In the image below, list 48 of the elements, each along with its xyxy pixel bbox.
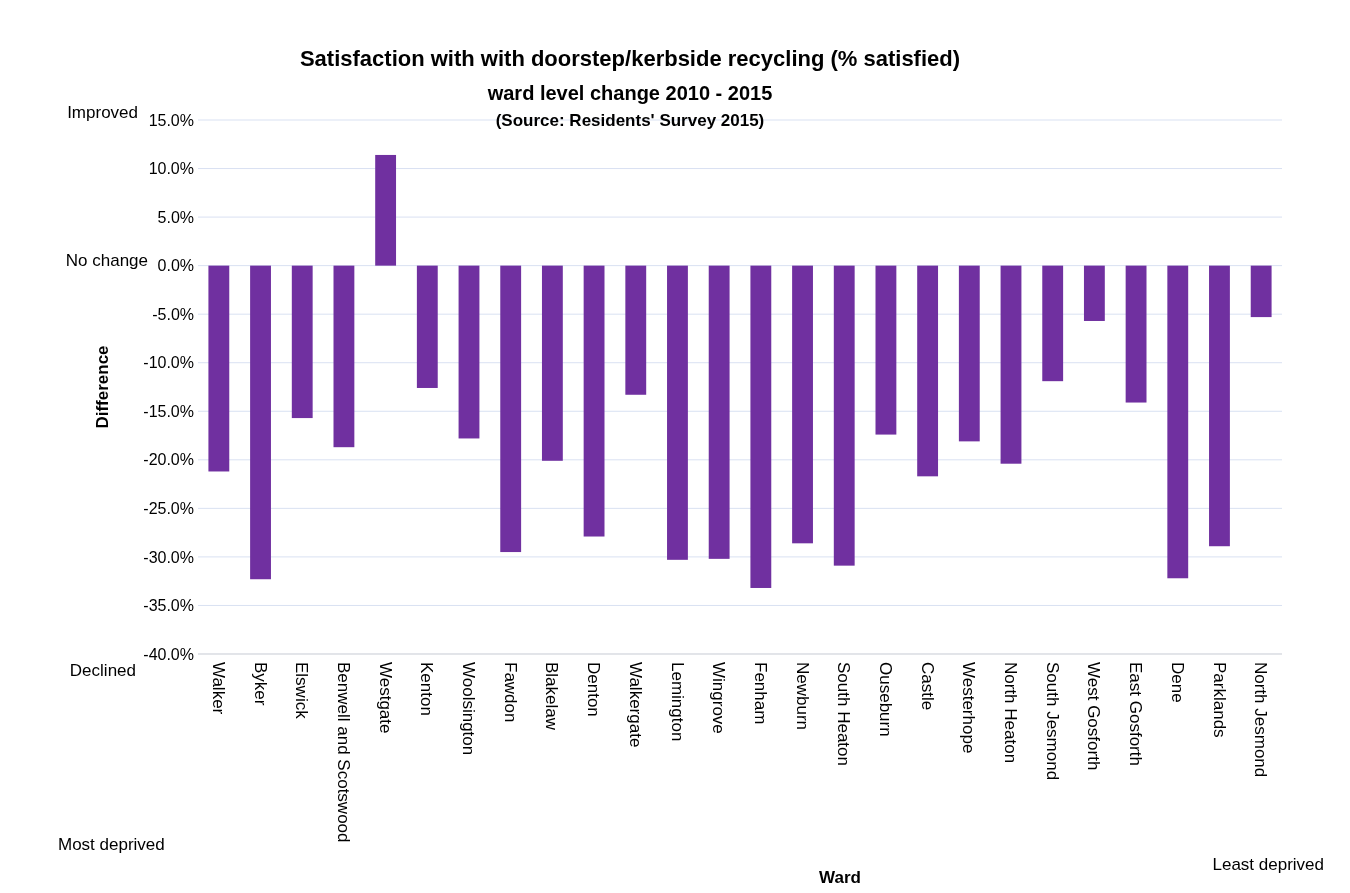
x-tick-label: Benwell and Scotswood bbox=[333, 662, 353, 843]
x-tick-label: Fenham bbox=[750, 662, 770, 725]
x-tick-label: Woolsington bbox=[459, 662, 479, 756]
x-tick-label: South Heaton bbox=[834, 662, 854, 766]
y-axis-title: Difference bbox=[93, 345, 112, 429]
x-tick-label: West Gosforth bbox=[1084, 662, 1104, 771]
x-tick-label: Fawdon bbox=[500, 662, 520, 723]
x-tick-label: Westgate bbox=[375, 662, 395, 734]
x-tick-label: Dene bbox=[1167, 662, 1187, 703]
x-tick-label: Castle bbox=[917, 662, 937, 711]
x-tick-label: Denton bbox=[584, 662, 604, 717]
y-tick-label: -35.0% bbox=[143, 597, 194, 615]
text: Most deprived bbox=[58, 835, 165, 854]
y-tick-label: 5.0% bbox=[157, 208, 194, 226]
x-tick-label: Westerhope bbox=[959, 662, 979, 754]
x-axis-title: Ward bbox=[819, 868, 861, 887]
y-tick-label: 10.0% bbox=[148, 160, 194, 178]
x-tick-label: Wingrove bbox=[709, 662, 729, 734]
x-tick-label: Elswick bbox=[292, 662, 312, 720]
y-tick-label: -5.0% bbox=[152, 305, 194, 323]
y-tick-label: -40.0% bbox=[143, 645, 194, 663]
chart-subtitle: ward level change 2010 - 2015 bbox=[486, 82, 773, 104]
x-tick-label: North Heaton bbox=[1001, 662, 1021, 764]
x-tick-label: Blakelaw bbox=[542, 662, 562, 731]
x-tick-label: South Jesmond bbox=[1042, 662, 1062, 781]
y-tick-label: -25.0% bbox=[143, 499, 194, 517]
x-tick-label: East Gosforth bbox=[1126, 662, 1146, 766]
x-tick-label: Ouseburn bbox=[875, 662, 895, 737]
y-tick-label: -15.0% bbox=[143, 402, 194, 420]
annotation: (Source: Residents' Survey 2015) bbox=[495, 111, 765, 130]
y-tick-label: -30.0% bbox=[143, 548, 194, 566]
text: No change bbox=[65, 251, 148, 270]
chart-title: Satisfaction with with doorstep/kerbside recycling (% satisfied) bbox=[299, 46, 961, 71]
x-tick-label: Lemington bbox=[667, 662, 687, 742]
x-tick-label: Walker bbox=[208, 662, 228, 715]
y-tick-label: 15.0% bbox=[148, 111, 194, 129]
text: Least deprived bbox=[1212, 855, 1324, 874]
y-tick-label: 0.0% bbox=[157, 257, 194, 275]
text: Declined bbox=[69, 661, 136, 680]
x-tick-label: Kenton bbox=[417, 662, 437, 716]
y-tick-label: -20.0% bbox=[143, 451, 194, 469]
x-tick-label: Walkergate bbox=[625, 662, 645, 748]
x-tick-label: Parklands bbox=[1209, 662, 1229, 738]
text: Improved bbox=[67, 103, 138, 122]
y-tick-label: -10.0% bbox=[143, 354, 194, 372]
x-tick-label: Newburn bbox=[792, 662, 812, 731]
x-tick-label: Byker bbox=[250, 662, 270, 706]
x-tick-label: North Jesmond bbox=[1251, 662, 1271, 778]
